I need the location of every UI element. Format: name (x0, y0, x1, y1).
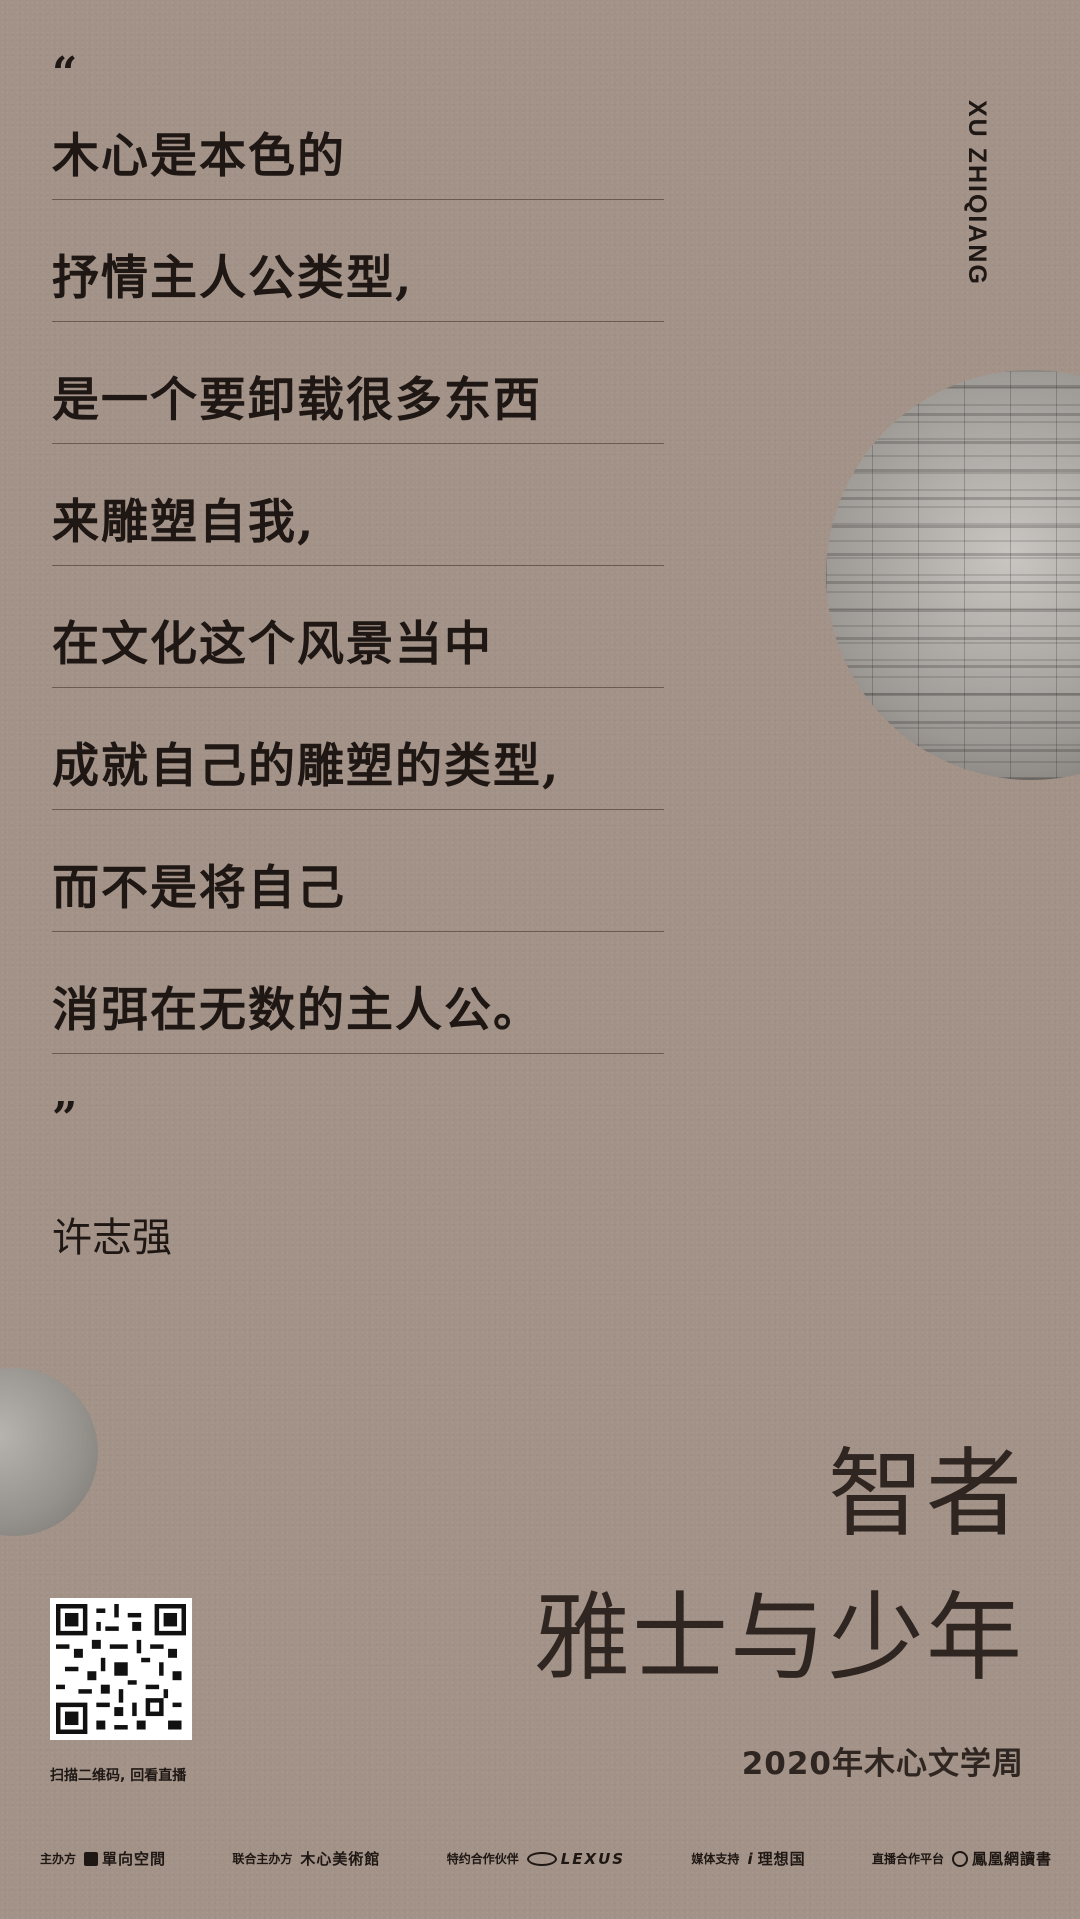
divider (52, 321, 664, 322)
event-title-line1: 智者 (828, 1438, 1024, 1550)
divider (52, 809, 664, 810)
media-logo: i 理想国 (747, 1849, 806, 1869)
sponsor-live: 直播合作平台 鳳凰網讀書 (872, 1848, 1052, 1869)
quote-line: 成就自己的雕塑的类型, (52, 688, 664, 810)
quote-line: 来雕塑自我, (52, 444, 664, 566)
divider (52, 199, 664, 200)
quote-line: 抒情主人公类型, (52, 200, 664, 322)
quote-line-text: 而不是将自己 (52, 861, 346, 916)
live-logo: 鳳凰網讀書 (951, 1848, 1052, 1869)
lexus-emblem-icon (526, 1851, 557, 1866)
close-quote-mark: ” (52, 1093, 78, 1144)
manuscript-grid (826, 370, 1080, 780)
quote-line-text: 木心是本色的 (52, 129, 346, 184)
i-mark-icon: i (747, 1849, 754, 1868)
quote-line: 是一个要卸载很多东西 (52, 322, 664, 444)
sponsor-bar: 主办方 單向空間 联合主办方 木心美術館 特约合作伙伴 LEXUS 媒体支持 i… (40, 1848, 1052, 1869)
sponsor-label: 主办方 (40, 1852, 77, 1866)
quote-line-text: 是一个要卸载很多东西 (52, 373, 542, 428)
manuscript-handwriting (826, 370, 1080, 780)
quote-line: 消弭在无数的主人公。 (52, 932, 664, 1054)
author-name-vertical: XU ZHIQIANG (963, 100, 991, 286)
quote-line-text: 抒情主人公类型, (52, 251, 414, 306)
divider (52, 687, 664, 688)
sponsor-label: 媒体支持 (691, 1852, 740, 1866)
quote-line: 而不是将自己 (52, 810, 664, 932)
event-title-line2: 雅士与少年 (534, 1582, 1024, 1694)
divider (52, 1053, 664, 1054)
cohost-logo: 木心美術館 (300, 1850, 381, 1868)
open-quote-mark: “ (52, 48, 78, 99)
qr-caption: 扫描二维码, 回看直播 (50, 1768, 187, 1784)
sponsor-label: 联合主办方 (232, 1852, 293, 1866)
quote-line-text: 在文化这个风景当中 (52, 617, 493, 672)
divider (52, 443, 664, 444)
sponsor-label: 直播合作平台 (871, 1852, 944, 1866)
quote-author: 许志强 (52, 1215, 172, 1261)
sponsor-media: 媒体支持 i 理想国 (691, 1848, 805, 1869)
quote-block: 木心是本色的 抒情主人公类型, 是一个要卸载很多东西 来雕塑自我, 在文化这个风… (52, 129, 664, 1054)
quote-line: 在文化这个风景当中 (52, 566, 664, 688)
event-subtitle: 2020年木心文学周 (741, 1746, 1024, 1782)
quote-line-text: 来雕塑自我, (52, 495, 316, 550)
qr-code[interactable] (50, 1598, 192, 1740)
manuscript-circle-image (826, 370, 1080, 780)
sponsor-host: 主办方 單向空間 (40, 1848, 166, 1869)
sponsor-partner: 特约合作伙伴 LEXUS (447, 1850, 625, 1868)
sponsor-cohost: 联合主办方 木心美術館 (232, 1848, 380, 1869)
quote-line-text: 消弭在无数的主人公。 (52, 983, 542, 1038)
decorative-circle (0, 1368, 98, 1536)
partner-logo: LEXUS (526, 1850, 625, 1868)
divider (52, 931, 664, 932)
phoenix-icon (951, 1850, 968, 1867)
qr-code-icon (56, 1604, 186, 1734)
quote-line: 木心是本色的 (52, 129, 664, 200)
divider (52, 565, 664, 566)
sponsor-label: 特约合作伙伴 (446, 1852, 519, 1866)
quote-line-text: 成就自己的雕塑的类型, (52, 739, 561, 794)
square-icon (84, 1851, 99, 1866)
host-logo: 單向空間 (84, 1848, 166, 1869)
